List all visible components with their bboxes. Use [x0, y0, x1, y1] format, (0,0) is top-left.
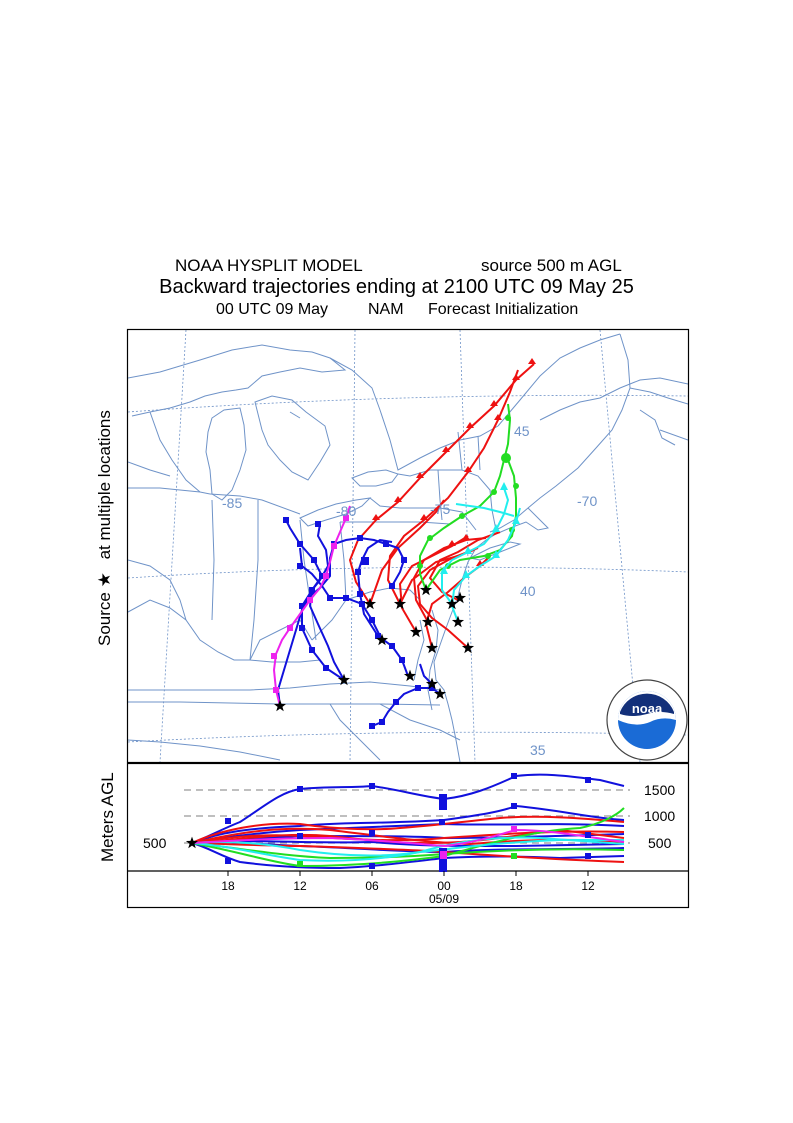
lat-label: 35	[530, 742, 546, 758]
date-label: 05/09	[429, 892, 459, 906]
source-label: Source	[95, 592, 114, 646]
time-tick-label: 00	[437, 879, 451, 893]
cyan-markers	[440, 482, 520, 578]
height-axis-label: Meters AGL	[98, 772, 117, 862]
red-markers	[372, 358, 536, 566]
lon-label: -85	[222, 495, 242, 511]
noaa-logo-text: noaa	[632, 701, 663, 716]
lon-label: -75	[430, 501, 450, 517]
star-icon: ★	[95, 572, 114, 588]
lon-label: -70	[577, 493, 597, 509]
coastlines	[128, 333, 688, 762]
blue-markers	[283, 517, 435, 729]
time-tick-label: 12	[581, 879, 595, 893]
level-label: 500	[648, 835, 672, 851]
init-time-label: 00 UTC 09 May	[216, 301, 329, 318]
met-model-label: NAM	[368, 301, 404, 318]
level-label: 1500	[644, 782, 675, 798]
model-title: NOAA HYSPLIT MODEL	[175, 256, 363, 275]
graticule-labels: -85 -80 -75 -70 45 40 35	[222, 423, 597, 758]
time-tick-label: 06	[365, 879, 379, 893]
magenta-markers	[271, 515, 349, 693]
level-label: 1000	[644, 808, 675, 824]
map-frame	[126, 328, 690, 764]
start-level-label: 500	[143, 835, 167, 851]
main-title: Backward trajectories ending at 2100 UTC…	[159, 276, 634, 298]
source-height-label: source 500 m AGL	[481, 256, 622, 275]
time-tick-label: 18	[509, 879, 523, 893]
map-panel	[128, 330, 688, 762]
time-tick-label: 12	[293, 879, 307, 893]
forecast-label: Forecast Initialization	[428, 301, 579, 318]
noaa-logo: noaa	[606, 679, 688, 761]
height-panel: 18 12 06 00 18 12 05/09 1500 1000 500 50…	[143, 773, 675, 906]
height-frame	[126, 762, 690, 909]
lon-label: -80	[336, 503, 356, 519]
time-tick-label: 18	[221, 879, 235, 893]
lat-label: 40	[520, 583, 536, 599]
multiple-locations-label: at multiple locations	[95, 410, 114, 560]
blue-trajectories	[276, 519, 441, 727]
source-axis-label: Source ★ at multiple locations	[95, 410, 115, 646]
lat-label: 45	[514, 423, 530, 439]
green-markers	[417, 415, 519, 569]
